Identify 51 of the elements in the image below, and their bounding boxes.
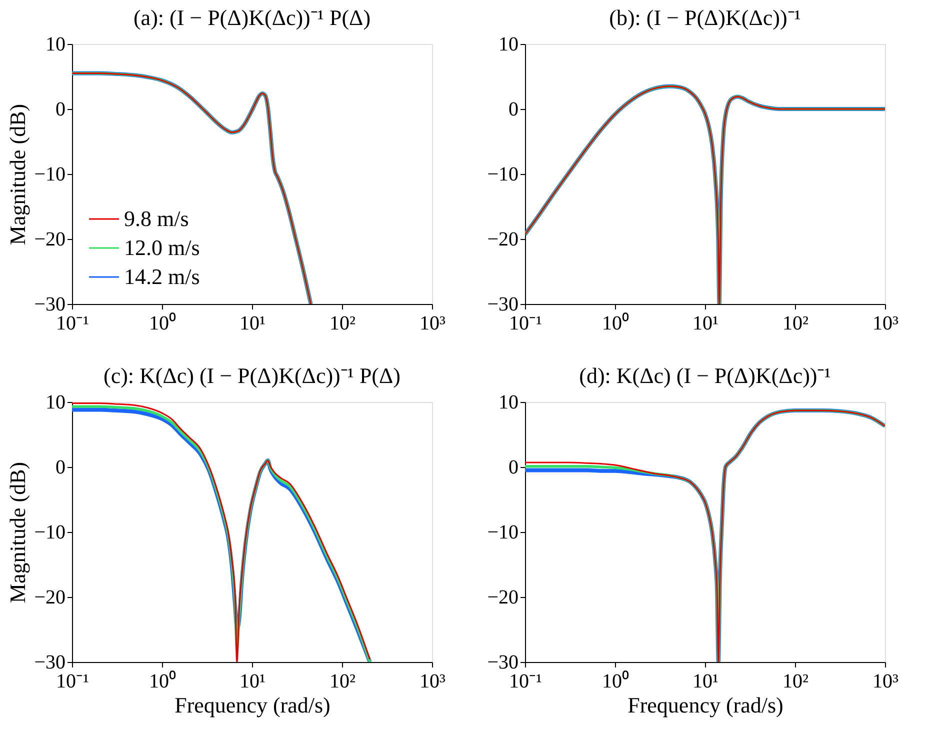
y-tick-label: −20 bbox=[487, 228, 518, 250]
y-tick-label: −20 bbox=[34, 228, 66, 250]
x-tick-label: 10¹ bbox=[240, 670, 266, 692]
x-tick-label: 10³ bbox=[872, 670, 898, 692]
y-tick-label: −10 bbox=[487, 164, 518, 186]
y-tick-label: 0 bbox=[56, 98, 66, 120]
x-tick-label: 10¹ bbox=[692, 312, 718, 334]
x-tick-label: 10⁰ bbox=[149, 670, 176, 692]
chart-title: (d): K(Δc) (I − P(Δ)K(Δc))⁻¹ bbox=[579, 363, 831, 388]
y-axis-title: Magnitude (dB) bbox=[5, 462, 30, 604]
y-tick-label: 10 bbox=[498, 392, 518, 414]
legend-label: 9.8 m/s bbox=[124, 206, 189, 231]
x-tick-label: 10² bbox=[330, 670, 356, 692]
y-tick-label: −30 bbox=[487, 652, 518, 674]
x-tick-label: 10² bbox=[782, 312, 808, 334]
chart-title: (b): (I − P(Δ)K(Δc))⁻¹ bbox=[609, 5, 801, 30]
legend-label: 14.2 m/s bbox=[124, 264, 200, 289]
y-tick-label: −20 bbox=[487, 586, 518, 608]
x-tick-label: 10⁰ bbox=[602, 312, 629, 334]
legend-label: 12.0 m/s bbox=[124, 235, 200, 260]
y-tick-label: −30 bbox=[487, 294, 518, 316]
y-tick-label: 0 bbox=[508, 456, 518, 478]
y-tick-label: −20 bbox=[34, 586, 66, 608]
chart-title: (a): (I − P(Δ)K(Δc))⁻¹ P(Δ) bbox=[133, 5, 371, 30]
y-tick-label: 0 bbox=[508, 98, 518, 120]
x-axis-title: Frequency (rad/s) bbox=[174, 692, 330, 718]
y-tick-label: −30 bbox=[34, 294, 66, 316]
y-tick-label: 10 bbox=[498, 34, 518, 56]
x-tick-label: 10⁻¹ bbox=[56, 312, 89, 334]
chart-title: (c): K(Δc) (I − P(Δ)K(Δc))⁻¹ P(Δ) bbox=[104, 363, 400, 388]
x-tick-label: 10⁰ bbox=[149, 312, 176, 334]
x-axis-title: Frequency (rad/s) bbox=[628, 692, 784, 718]
x-tick-label: 10⁻¹ bbox=[509, 670, 542, 692]
y-tick-label: −10 bbox=[34, 164, 66, 186]
x-tick-label: 10⁻¹ bbox=[509, 312, 542, 334]
x-tick-label: 10¹ bbox=[692, 670, 718, 692]
y-tick-label: −10 bbox=[34, 522, 66, 544]
x-tick-label: 10³ bbox=[420, 670, 446, 692]
y-tick-label: 0 bbox=[56, 456, 66, 478]
y-tick-label: −30 bbox=[34, 652, 66, 674]
x-tick-label: 10¹ bbox=[240, 312, 266, 334]
x-tick-label: 10⁻¹ bbox=[56, 670, 89, 692]
y-tick-label: 10 bbox=[46, 34, 66, 56]
y-tick-label: −10 bbox=[487, 522, 518, 544]
x-tick-label: 10³ bbox=[420, 312, 446, 334]
x-tick-label: 10³ bbox=[872, 312, 898, 334]
y-tick-label: 10 bbox=[46, 392, 66, 414]
x-tick-label: 10² bbox=[330, 312, 356, 334]
x-tick-label: 10⁰ bbox=[602, 670, 629, 692]
x-tick-label: 10² bbox=[782, 670, 808, 692]
y-axis-title: Magnitude (dB) bbox=[5, 104, 30, 246]
